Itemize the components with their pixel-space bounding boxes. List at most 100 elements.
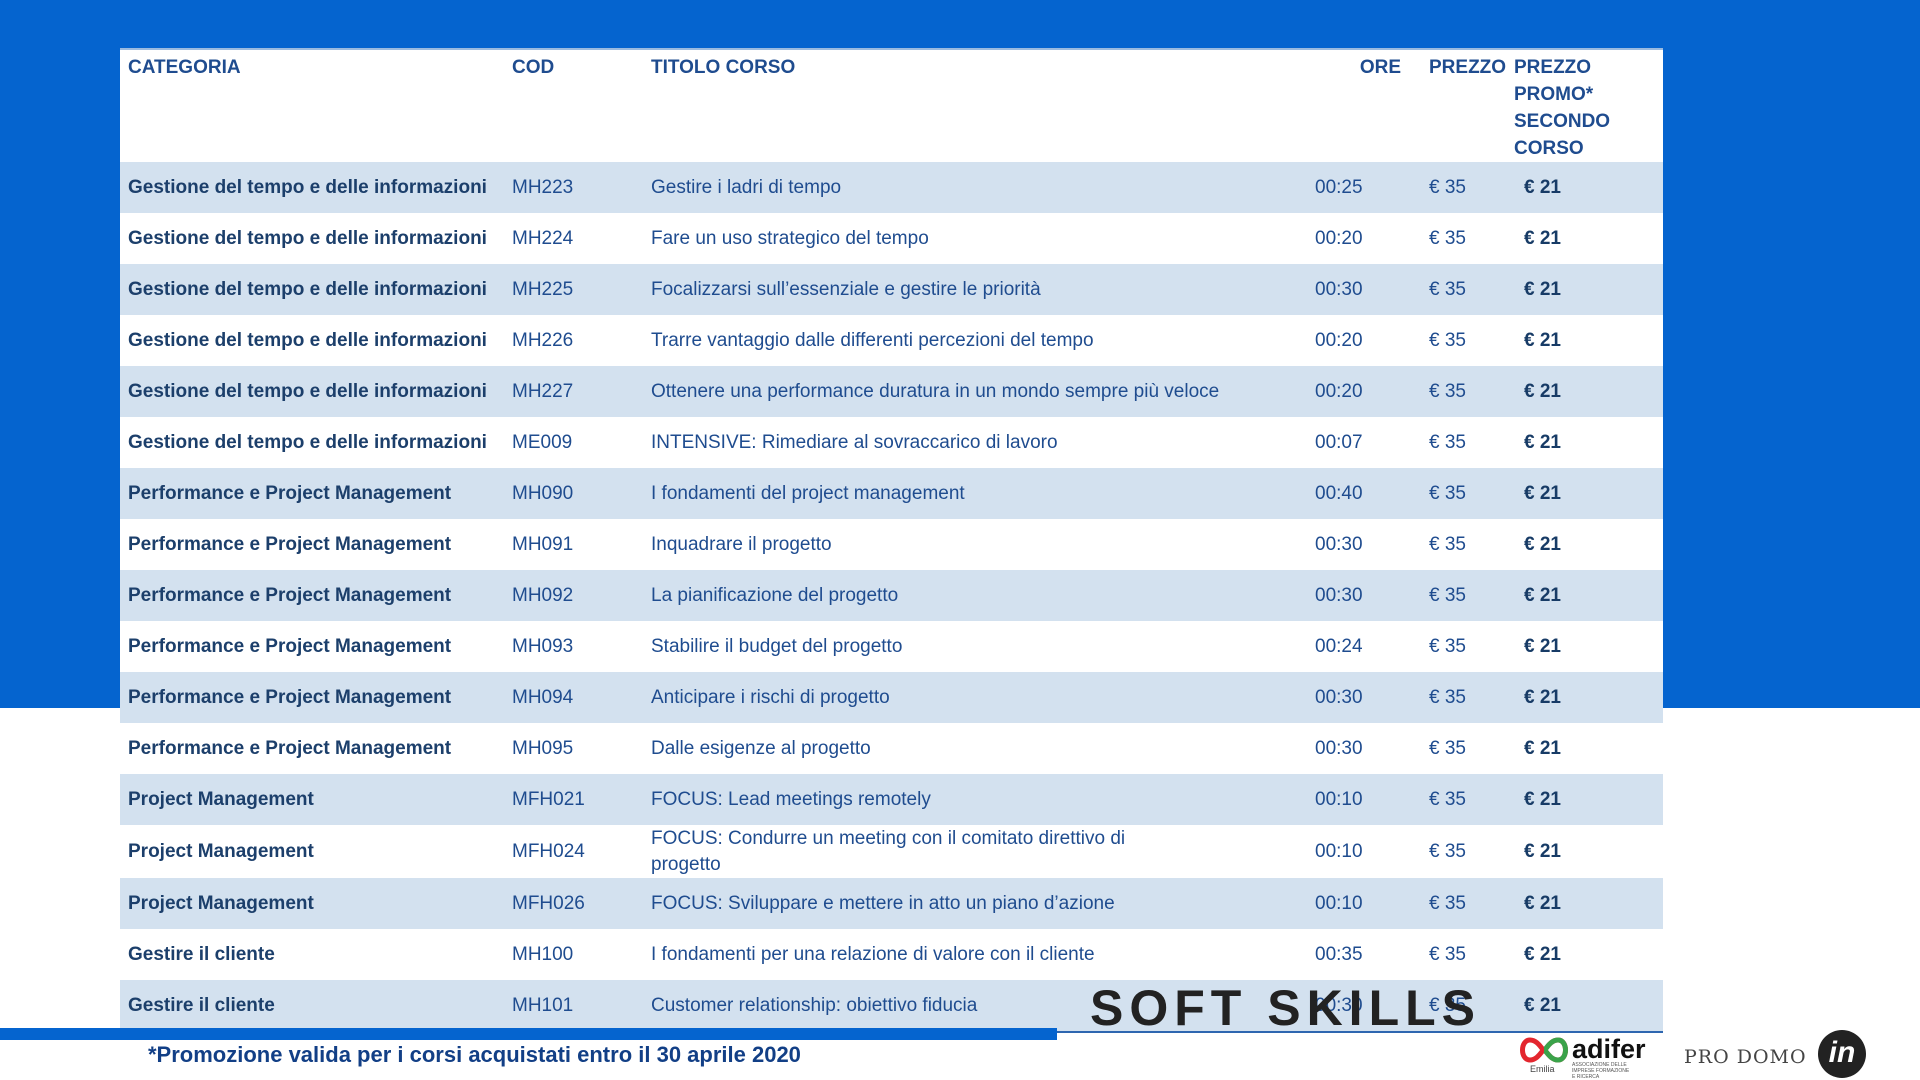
cell-categoria: Performance e Project Management [128,533,452,555]
cell-promo: € 21 [1506,774,1663,825]
header-titolo: TITOLO CORSO [651,57,796,78]
cell-prezzo: € 35 [1429,431,1466,453]
cell-ore: 00:30 [1307,570,1421,621]
cell-prezzo: € 35 [1429,533,1466,555]
cell-prezzo: € 35 [1421,264,1506,315]
cell-titolo: Trarre vantaggio dalle differenti percez… [651,329,1094,351]
cell-promo: € 21 [1524,737,1561,759]
cell-ore: 00:07 [1315,431,1363,453]
cell-ore: 00:20 [1315,329,1363,351]
cell-titolo: Focalizzarsi sull’essenziale e gestire l… [643,264,1307,315]
cell-categoria: Performance e Project Management [120,672,504,723]
cell-cod: MFH024 [512,840,585,862]
cell-promo: € 21 [1524,533,1561,555]
cell-cod: MH224 [512,227,574,249]
cell-prezzo: € 35 [1429,227,1466,249]
table-row: Gestione del tempo e delle informazioni M… [120,264,1663,315]
cell-titolo: FOCUS: Lead meetings remotely [643,774,1307,825]
cell-cod: ME009 [512,431,573,453]
cell-prezzo: € 35 [1421,366,1506,417]
cell-cod: MH091 [512,533,574,555]
header-cod: COD [512,57,555,78]
table-row: Gestione del tempo e delle informazioni M… [120,162,1663,213]
table-body: Gestione del tempo e delle informazioni M… [120,162,1663,1031]
table-row: Gestire il cliente MH101 Customer relation… [120,980,1663,1031]
cell-titolo: FOCUS: Sviluppare e mettere in atto un p… [643,878,1307,929]
cell-categoria: Gestione del tempo e delle informazioni [120,366,504,417]
cell-ore: 00:10 [1315,840,1363,862]
cell-titolo: FOCUS: Condurre un meeting con il comita… [651,827,1126,875]
cell-prezzo: € 35 [1421,570,1506,621]
cell-promo: € 21 [1524,943,1561,965]
table-row: Performance e Project Management MH092 La … [120,570,1663,621]
cell-cod: MH094 [504,672,643,723]
cell-promo: € 21 [1506,468,1663,519]
cell-prezzo: € 35 [1421,468,1506,519]
cell-prezzo: € 35 [1421,878,1506,929]
cell-ore: 00:25 [1307,162,1421,213]
cell-cod: MH223 [504,162,643,213]
cell-ore: 00:30 [1307,980,1421,1031]
cell-categoria: Project Management [120,774,504,825]
cell-titolo: I fondamenti per una relazione di valore… [651,943,1095,965]
cell-ore: 00:40 [1307,468,1421,519]
cell-titolo: La pianificazione del progetto [643,570,1307,621]
prodomo-logo: PRO DOMO [1684,1046,1807,1068]
adifer-logo-tagline: ASSOCIAZIONE DELLE IMPRESE FORMAZIONE E … [1572,1062,1630,1080]
table-row: Performance e Project Management MH094 Ant… [120,672,1663,723]
cell-categoria: Performance e Project Management [120,468,504,519]
cell-titolo: Anticipare i rischi di progetto [643,672,1307,723]
cell-cod: MH226 [512,329,574,351]
cell-promo: € 21 [1506,672,1663,723]
cell-titolo: Gestire i ladri di tempo [643,162,1307,213]
cell-ore: 00:24 [1315,635,1363,657]
cell-ore: 00:30 [1315,737,1363,759]
cell-cod: MH101 [504,980,643,1031]
cell-titolo: Inquadrare il progetto [651,533,832,555]
table-row: Gestione del tempo e delle informazioni M… [120,213,1663,264]
cell-ore: 00:20 [1315,227,1363,249]
cell-prezzo: € 35 [1429,329,1466,351]
footer-bar [0,1028,1057,1040]
cell-prezzo: € 35 [1421,162,1506,213]
cell-cod: MH090 [504,468,643,519]
cell-ore: 00:35 [1315,943,1363,965]
in-logo: in [1818,1030,1866,1078]
cell-prezzo: € 35 [1429,635,1466,657]
cell-titolo: INTENSIVE: Rimediare al sovraccarico di … [651,431,1058,453]
cell-categoria: Gestione del tempo e delle informazioni [120,264,504,315]
cell-ore: 00:10 [1307,774,1421,825]
cell-cod: MH100 [512,943,574,965]
cell-prezzo: € 35 [1421,672,1506,723]
header-prezzo: PREZZO [1429,57,1507,78]
table-row: Performance e Project Management MH093 Sta… [120,621,1663,672]
table-row: Project Management MFH024 FOCUS: Condurre … [120,825,1663,878]
cell-categoria: Performance e Project Management [128,635,452,657]
cell-cod: MFH026 [504,878,643,929]
cell-categoria: Project Management [120,878,504,929]
cell-titolo: Dalle esigenze al progetto [651,737,871,759]
cell-categoria: Project Management [128,840,314,862]
table-row: Performance e Project Management MH090 I f… [120,468,1663,519]
page-title: SOFT SKILLS [1090,980,1481,1036]
table-row: Performance e Project Management MH095 Dal… [120,723,1663,774]
cell-cod: MH093 [512,635,574,657]
header-promo-line1: PREZZO PROMO* [1514,57,1594,105]
header-ore: ORE [1359,57,1401,78]
table-row: Gestione del tempo e delle informazioni M… [120,417,1663,468]
cell-titolo: I fondamenti del project management [643,468,1307,519]
cell-categoria: Gestione del tempo e delle informazioni [128,227,487,249]
cell-promo: € 21 [1506,366,1663,417]
cell-promo: € 21 [1524,840,1561,862]
cell-titolo: Ottenere una performance duratura in un … [643,366,1307,417]
cell-cod: MH095 [512,737,574,759]
cell-promo: € 21 [1506,162,1663,213]
table-header-row: CATEGORIA COD TITOLO CORSO ORE PREZZO PR… [120,50,1663,162]
adifer-logo-sub: Emilia [1530,1064,1555,1074]
cell-promo: € 21 [1506,570,1663,621]
cell-ore: 00:10 [1307,878,1421,929]
cell-categoria: Performance e Project Management [128,737,452,759]
cell-ore: 00:30 [1315,533,1363,555]
cell-cod: MH092 [504,570,643,621]
cell-ore: 00:30 [1307,264,1421,315]
